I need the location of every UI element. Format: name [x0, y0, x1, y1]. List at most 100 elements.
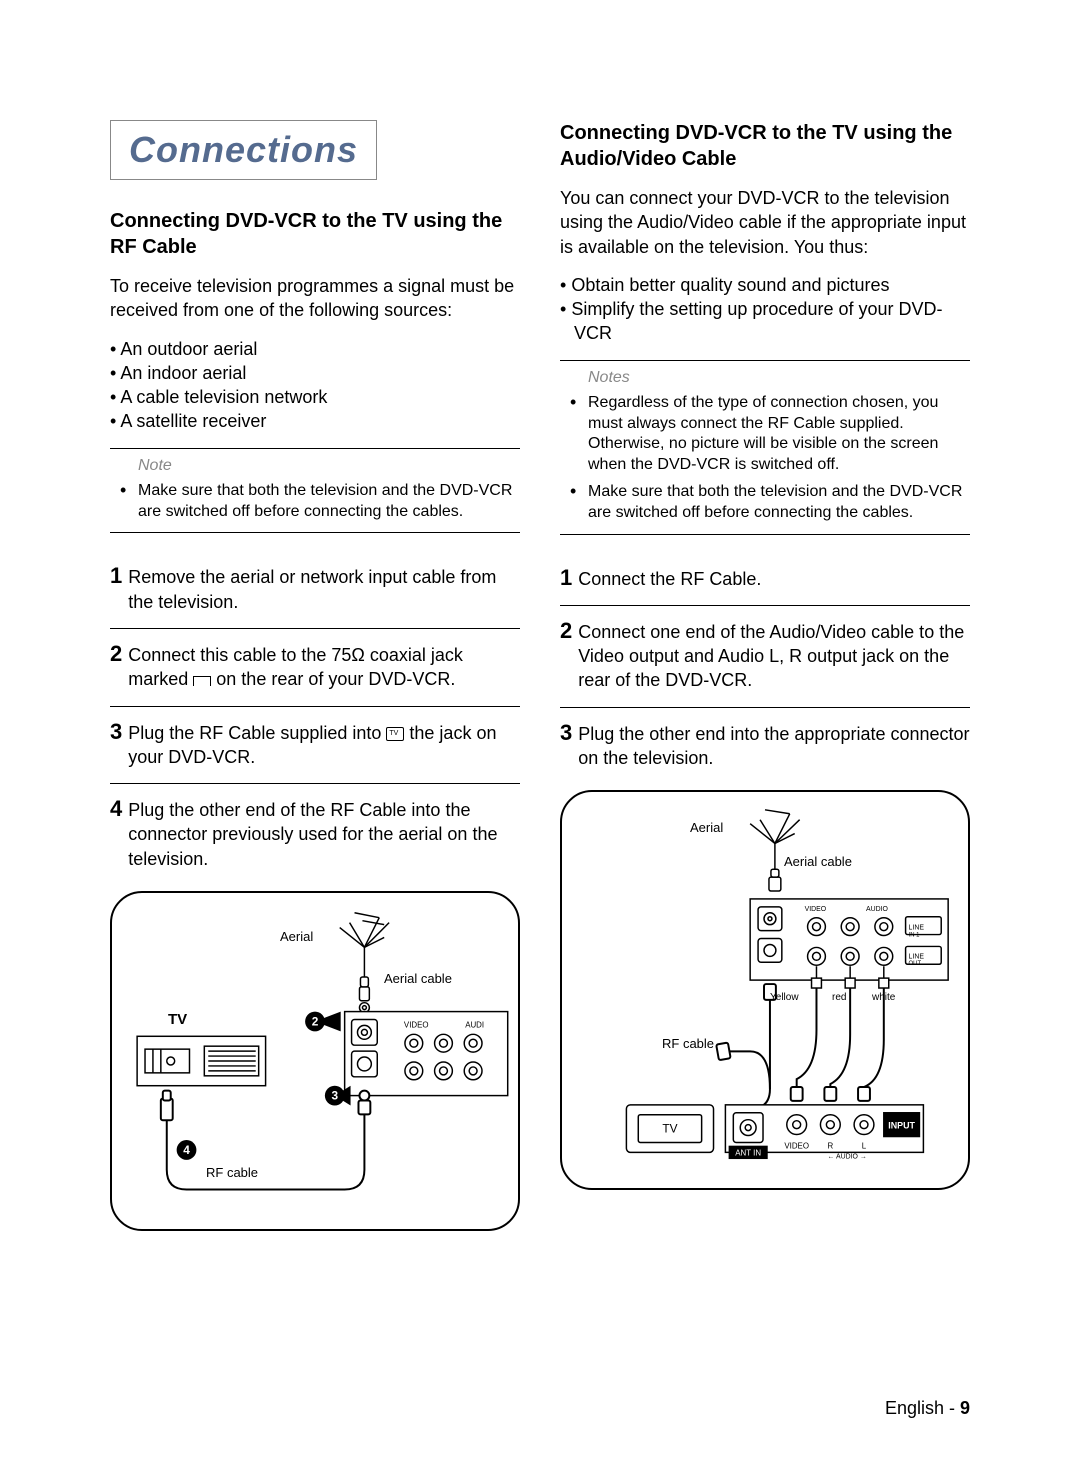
- note-item: Make sure that both the television and t…: [560, 482, 970, 524]
- page-content: Connections Connecting DVD-VCR to the TV…: [110, 120, 970, 1231]
- step-text: Remove the aerial or network input cable…: [128, 565, 520, 614]
- note-bullets: Regardless of the type of connection cho…: [560, 393, 970, 524]
- diagram-label-aerial: Aerial: [690, 820, 723, 835]
- right-heading: Connecting DVD-VCR to the TV using the A…: [560, 120, 970, 172]
- right-diagram: VIDEO AUDIO LINE IN 1 LINE OUT: [560, 790, 970, 1190]
- diagram-label-yellow: Yellow: [770, 992, 799, 1003]
- right-column: Connecting DVD-VCR to the TV using the A…: [560, 120, 970, 1231]
- rf-cable-icon: [161, 1091, 371, 1190]
- footer-page-number: 9: [960, 1398, 970, 1418]
- note-item: Regardless of the type of connection cho…: [560, 393, 970, 476]
- footer-language: English -: [885, 1398, 960, 1418]
- aerial-cable-icon: [359, 947, 369, 1012]
- svg-text:3: 3: [331, 1089, 338, 1103]
- step-text: Plug the other end of the RF Cable into …: [128, 798, 520, 871]
- av-cables-icon: [791, 988, 884, 1101]
- note-item: Make sure that both the television and t…: [110, 481, 520, 523]
- diagram-svg: VIDEO AUDI 2 3: [112, 893, 518, 1229]
- step-text: Connect this cable to the 75Ω coaxial ja…: [128, 643, 520, 692]
- step-item: 3 Plug the other end into the appropriat…: [560, 708, 970, 785]
- svg-text:R: R: [827, 1142, 833, 1151]
- svg-text:2: 2: [312, 1014, 319, 1028]
- step-number: 3: [560, 722, 572, 771]
- svg-text:AUDIO: AUDIO: [866, 906, 889, 913]
- svg-text:LINE: LINE: [909, 954, 925, 961]
- left-intro: To receive television programmes a signa…: [110, 274, 520, 323]
- svg-text:VIDEO: VIDEO: [404, 1020, 429, 1029]
- section-title-box: Connections: [110, 120, 377, 180]
- section-title: Connections: [129, 129, 358, 171]
- note-label: Notes: [560, 369, 970, 387]
- step-number: 2: [110, 643, 122, 692]
- tv-jack-icon: [386, 727, 404, 741]
- note-label: Note: [110, 457, 520, 475]
- step-number: 2: [560, 620, 572, 693]
- step-text: Connect one end of the Audio/Video cable…: [578, 620, 970, 693]
- list-item: Simplify the setting up procedure of you…: [560, 297, 970, 346]
- svg-text:TV: TV: [662, 1122, 677, 1136]
- step-number: 4: [110, 798, 122, 871]
- right-steps: 1 Connect the RF Cable. 2 Connect one en…: [560, 553, 970, 785]
- note-bullets: Make sure that both the television and t…: [110, 481, 520, 523]
- dvdvcr-panel-icon: VIDEO AUDI: [345, 1012, 508, 1096]
- left-column: Connections Connecting DVD-VCR to the TV…: [110, 120, 520, 1231]
- step-marker-2-icon: 2: [305, 1012, 341, 1032]
- aerial-icon: [750, 810, 800, 844]
- sources-list: An outdoor aerial An indoor aerial A cab…: [110, 337, 520, 434]
- rf-cable-icon: [716, 984, 776, 1109]
- step-item: 1 Connect the RF Cable.: [560, 553, 970, 606]
- step-item: 2 Connect this cable to the 75Ω coaxial …: [110, 629, 520, 707]
- list-item: Obtain better quality sound and pictures: [560, 273, 970, 297]
- step-item: 4 Plug the other end of the RF Cable int…: [110, 784, 520, 885]
- diagram-label-tv: TV: [168, 1011, 187, 1028]
- svg-text:4: 4: [183, 1143, 190, 1157]
- svg-text:OUT: OUT: [909, 962, 922, 968]
- svg-text:VIDEO: VIDEO: [805, 906, 827, 913]
- list-item: A cable television network: [110, 385, 520, 409]
- aerial-cable-icon: [769, 844, 781, 892]
- step-text: Plug the RF Cable supplied into the jack…: [128, 721, 520, 770]
- left-steps: 1 Remove the aerial or network input cab…: [110, 551, 520, 885]
- diagram-label-red: red: [832, 992, 846, 1003]
- diagram-label-aerial-cable: Aerial cable: [784, 854, 852, 869]
- benefits-list: Obtain better quality sound and pictures…: [560, 273, 970, 346]
- left-note-box: Note Make sure that both the television …: [110, 448, 520, 534]
- tv-inputs-icon: ANT IN INPUT VIDEO R L ← AUDIO →: [725, 1105, 923, 1160]
- step-number: 3: [110, 721, 122, 770]
- svg-text:L: L: [862, 1142, 867, 1151]
- list-item: An outdoor aerial: [110, 337, 520, 361]
- diagram-label-rf-cable: RF cable: [662, 1036, 714, 1051]
- step-number: 1: [110, 565, 122, 614]
- tv-panel-icon: [137, 1036, 265, 1085]
- left-heading: Connecting DVD-VCR to the TV using the R…: [110, 208, 520, 260]
- diagram-label-aerial-cable: Aerial cable: [384, 971, 452, 986]
- step-text: Plug the other end into the appropriate …: [578, 722, 970, 771]
- page-footer: English - 9: [885, 1398, 970, 1419]
- svg-text:VIDEO: VIDEO: [784, 1142, 809, 1151]
- list-item: A satellite receiver: [110, 409, 520, 433]
- svg-text:INPUT: INPUT: [888, 1121, 915, 1131]
- right-intro: You can connect your DVD-VCR to the tele…: [560, 186, 970, 259]
- left-diagram: VIDEO AUDI 2 3: [110, 891, 520, 1231]
- tv-block-icon: TV: [626, 1105, 713, 1153]
- diagram-label-rf-cable: RF cable: [206, 1165, 258, 1180]
- diagram-label-white: white: [872, 992, 895, 1003]
- step-text: Connect the RF Cable.: [578, 567, 970, 591]
- step-number: 1: [560, 567, 572, 591]
- dvdvcr-panel-icon: VIDEO AUDIO LINE IN 1 LINE OUT: [750, 899, 948, 980]
- svg-text:← AUDIO →: ← AUDIO →: [828, 1154, 867, 1161]
- step-item: 1 Remove the aerial or network input cab…: [110, 551, 520, 629]
- svg-text:AUDI: AUDI: [465, 1020, 484, 1029]
- svg-text:ANT IN: ANT IN: [735, 1149, 761, 1158]
- svg-text:IN 1: IN 1: [909, 933, 921, 939]
- step-marker-4-icon: 4: [177, 1140, 197, 1160]
- list-item: An indoor aerial: [110, 361, 520, 385]
- aerial-icon: [340, 913, 389, 948]
- diagram-label-aerial: Aerial: [280, 929, 313, 944]
- diagram-svg: VIDEO AUDIO LINE IN 1 LINE OUT: [562, 792, 968, 1188]
- svg-text:LINE: LINE: [909, 925, 925, 932]
- step-item: 2 Connect one end of the Audio/Video cab…: [560, 606, 970, 708]
- right-note-box: Notes Regardless of the type of connecti…: [560, 360, 970, 535]
- step-marker-3-icon: 3: [325, 1086, 351, 1106]
- step-item: 3 Plug the RF Cable supplied into the ja…: [110, 707, 520, 785]
